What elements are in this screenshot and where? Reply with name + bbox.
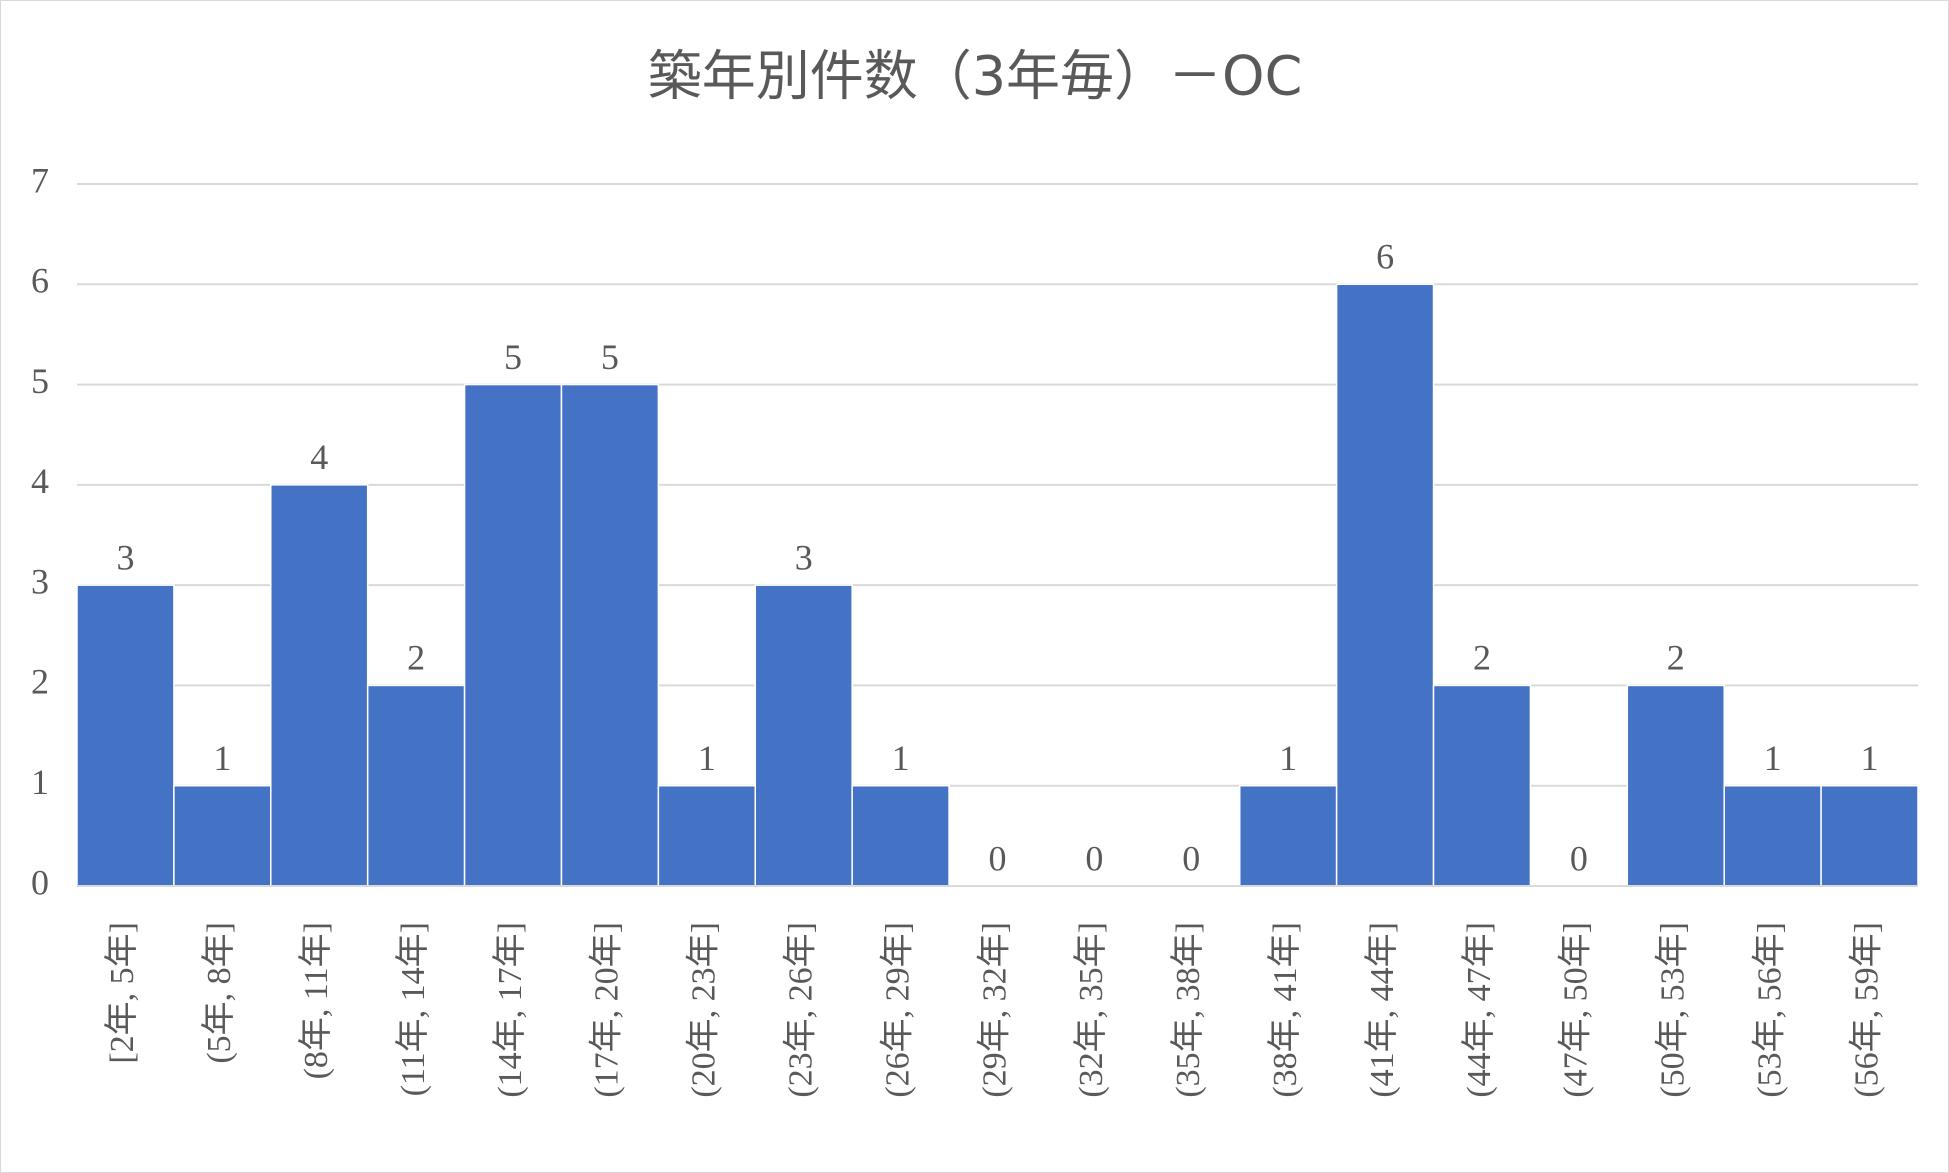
x-tick-label: (41年, 44年] xyxy=(1363,922,1401,1098)
value-label: 3 xyxy=(116,537,134,577)
x-tick-label: (17年, 20年] xyxy=(588,922,626,1098)
value-label: 0 xyxy=(1570,838,1588,878)
x-tick-label: [2年, 5年] xyxy=(103,922,141,1064)
x-tick-label: (53年, 56年] xyxy=(1750,922,1788,1098)
x-tick-label: (26年, 29年] xyxy=(878,922,916,1098)
bar xyxy=(1238,784,1338,887)
y-tick-label: 1 xyxy=(31,762,49,802)
bar xyxy=(76,584,175,887)
bar xyxy=(366,684,466,887)
y-tick-label: 6 xyxy=(31,261,49,301)
y-tick-label: 5 xyxy=(31,361,49,401)
chart-title: 築年別件数（3年毎）－OC xyxy=(648,45,1303,108)
bar xyxy=(463,383,563,887)
value-label: 1 xyxy=(1764,738,1782,778)
value-label: 2 xyxy=(1473,638,1491,678)
bar xyxy=(270,484,369,887)
value-label: 2 xyxy=(1667,638,1685,678)
value-label: 5 xyxy=(601,337,619,377)
bar xyxy=(1626,684,1725,887)
x-tick-label: (5年, 8年] xyxy=(200,922,238,1064)
bar xyxy=(657,784,757,887)
y-tick-label: 4 xyxy=(31,461,49,501)
value-label: 0 xyxy=(1182,838,1200,878)
value-label: 1 xyxy=(892,738,910,778)
x-tick-label: (11年, 14年] xyxy=(394,922,432,1096)
value-label: 1 xyxy=(1279,738,1297,778)
y-tick-label: 7 xyxy=(31,160,49,200)
x-tick-label: (23年, 26年] xyxy=(782,922,820,1098)
value-label: 6 xyxy=(1376,237,1394,277)
bar xyxy=(173,784,272,887)
x-tick-label: (20年, 23年] xyxy=(685,922,723,1098)
x-tick-label: (56年, 59年] xyxy=(1847,922,1885,1098)
value-label: 0 xyxy=(1085,838,1103,878)
x-tick-label: (14年, 17年] xyxy=(491,922,529,1098)
x-tick-label: (47年, 50年] xyxy=(1557,922,1595,1098)
y-tick-label: 2 xyxy=(31,662,49,702)
bar xyxy=(560,383,660,887)
x-tick-label: (35年, 38年] xyxy=(1169,922,1207,1098)
value-label: 1 xyxy=(213,738,231,778)
bar xyxy=(1723,784,1822,887)
value-label: 1 xyxy=(698,738,716,778)
x-tick-label: (8年, 11年] xyxy=(297,922,335,1079)
value-label: 2 xyxy=(407,638,425,678)
x-tick-label: (50年, 53年] xyxy=(1654,922,1692,1098)
y-tick-label: 0 xyxy=(31,862,49,902)
x-tick-label: (38年, 41年] xyxy=(1266,922,1304,1098)
bar xyxy=(754,584,853,887)
x-tick-label: (44年, 47年] xyxy=(1460,922,1498,1098)
bar xyxy=(1432,684,1532,887)
x-tick-label: (32年, 35年] xyxy=(1072,922,1110,1098)
bar xyxy=(851,784,950,887)
value-label: 3 xyxy=(795,537,813,577)
value-label: 0 xyxy=(989,838,1007,878)
x-tick-label: (29年, 32年] xyxy=(975,922,1013,1098)
value-label: 1 xyxy=(1861,738,1879,778)
bar xyxy=(1820,784,1919,887)
bar xyxy=(1335,283,1435,887)
value-label: 4 xyxy=(310,437,328,477)
value-label: 5 xyxy=(504,337,522,377)
y-tick-label: 3 xyxy=(31,561,49,601)
